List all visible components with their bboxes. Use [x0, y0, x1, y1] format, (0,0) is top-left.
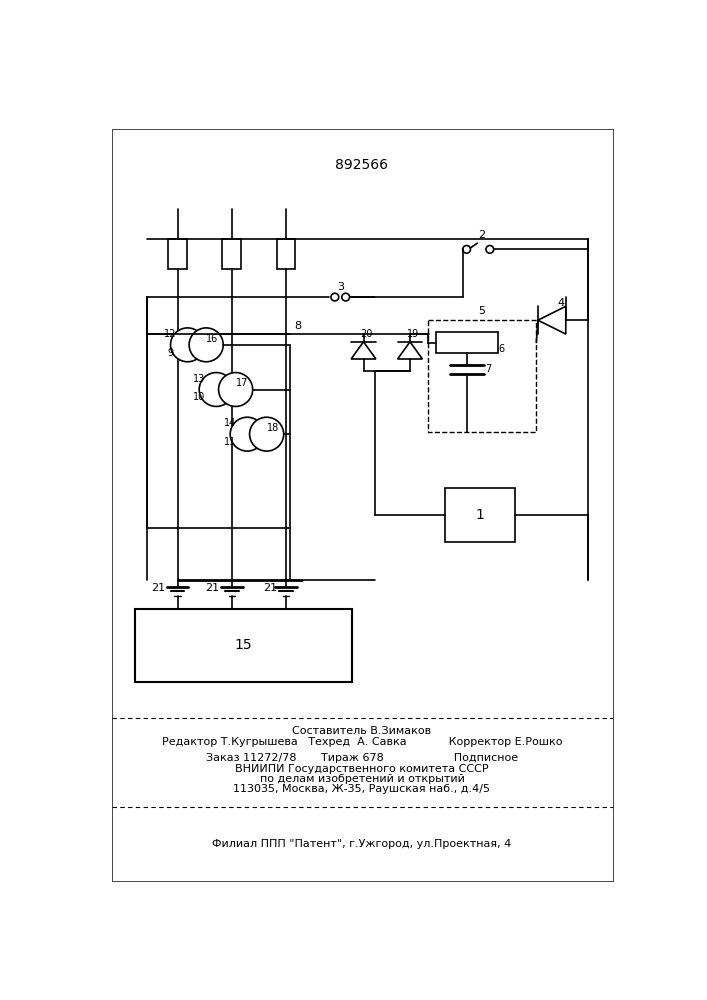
Circle shape: [199, 373, 233, 406]
Circle shape: [218, 373, 252, 406]
Text: 21: 21: [151, 583, 165, 593]
Text: Редактор Т.Кугрышева   Техред  А. Савка            Корректор Е.Рошко: Редактор Т.Кугрышева Техред А. Савка Кор…: [162, 737, 562, 747]
Text: 5: 5: [479, 306, 486, 316]
Text: 6: 6: [498, 344, 505, 354]
Circle shape: [341, 293, 349, 301]
Text: 10: 10: [193, 392, 205, 402]
Bar: [168, 239, 187, 269]
Text: по делам изобретений и открытий: по делам изобретений и открытий: [259, 774, 464, 784]
Text: 892566: 892566: [335, 158, 388, 172]
Bar: [276, 239, 296, 269]
Text: Заказ 11272/78       Тираж 678                    Подписное: Заказ 11272/78 Тираж 678 Подписное: [206, 753, 518, 763]
Bar: [135, 609, 352, 682]
Bar: [223, 239, 241, 269]
Text: 4: 4: [558, 298, 565, 308]
Text: 11: 11: [224, 437, 236, 447]
Text: Составитель В.Зимаков: Составитель В.Зимаков: [293, 726, 431, 736]
Text: 18: 18: [267, 423, 279, 433]
Bar: [445, 488, 515, 542]
Text: 16: 16: [206, 334, 218, 344]
Text: ВНИИПИ Государственного комитета СССР: ВНИИПИ Государственного комитета СССР: [235, 764, 489, 774]
Bar: [428, 320, 537, 432]
Text: 20: 20: [361, 329, 373, 339]
Text: 12: 12: [164, 329, 177, 339]
Circle shape: [331, 293, 339, 301]
Text: 17: 17: [235, 378, 248, 388]
Text: 14: 14: [224, 418, 236, 428]
Text: 19: 19: [407, 329, 419, 339]
Text: 21: 21: [264, 583, 278, 593]
Text: 113035, Москва, Ж-35, Раушская наб., д.4/5: 113035, Москва, Ж-35, Раушская наб., д.4…: [233, 784, 491, 794]
Text: 8: 8: [294, 321, 301, 331]
Circle shape: [170, 328, 204, 362]
Circle shape: [189, 328, 223, 362]
Text: 15: 15: [235, 638, 252, 652]
Text: 7: 7: [485, 364, 491, 374]
Text: 3: 3: [337, 282, 344, 292]
Circle shape: [230, 417, 264, 451]
Text: Филиал ППП "Патент", г.Ужгород, ул.Проектная, 4: Филиал ППП "Патент", г.Ужгород, ул.Проек…: [212, 839, 512, 849]
Text: 1: 1: [475, 508, 484, 522]
Circle shape: [250, 417, 284, 451]
Circle shape: [486, 246, 493, 253]
Text: 13: 13: [193, 374, 205, 384]
Text: 2: 2: [479, 231, 486, 240]
Text: 9: 9: [168, 348, 174, 358]
Circle shape: [462, 246, 470, 253]
Bar: [436, 332, 498, 353]
Text: 21: 21: [205, 583, 219, 593]
